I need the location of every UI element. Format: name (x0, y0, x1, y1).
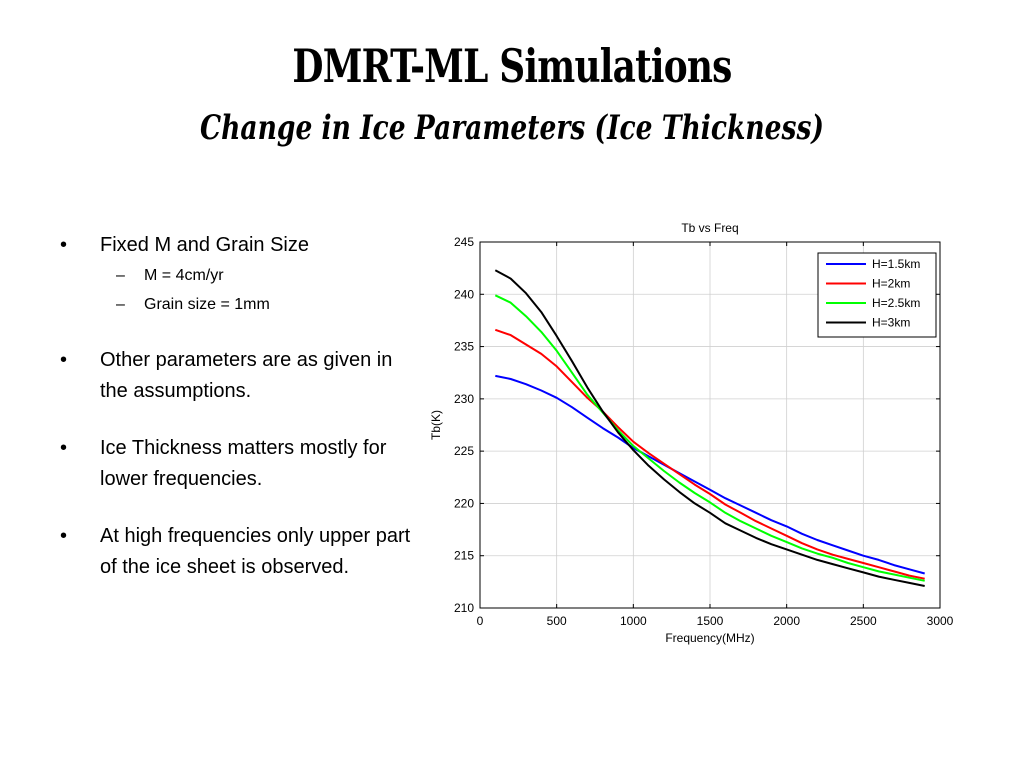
x-tick-label: 0 (477, 614, 484, 628)
dash-glyph: – (116, 296, 125, 313)
dash-glyph: – (116, 267, 125, 284)
slide-subtitle: Change in Ice Parameters (Ice Thickness) (200, 108, 824, 148)
y-tick-label: 235 (454, 340, 474, 354)
x-tick-label: 500 (547, 614, 567, 628)
bullet-item: • Ice Thickness matters mostly for lower… (58, 433, 418, 495)
bullet-item: • Fixed M and Grain Size (58, 230, 418, 261)
bullet-text: Other parameters are as given in the ass… (100, 349, 393, 402)
bullet-list: • Fixed M and Grain Size – M = 4cm/yr – … (58, 230, 418, 583)
bullet-item: • Other parameters are as given in the a… (58, 345, 418, 407)
y-tick-label: 240 (454, 287, 474, 301)
series-line (494, 294, 925, 582)
y-tick-label: 225 (454, 444, 474, 458)
x-tick-label: 3000 (927, 614, 954, 628)
chart-title: Tb vs Freq (681, 221, 738, 235)
x-axis-label: Frequency(MHz) (665, 631, 754, 645)
slide-title: DMRT-ML Simulations (292, 39, 732, 93)
y-tick-label: 215 (454, 549, 474, 563)
x-tick-label: 2000 (773, 614, 800, 628)
sub-bullet-item: – Grain size = 1mm (58, 290, 418, 319)
bullet-text: At high frequencies only upper part of t… (100, 525, 411, 578)
bullet-text: Fixed M and Grain Size (100, 234, 309, 256)
y-tick-label: 220 (454, 496, 474, 510)
legend-label: H=2.5km (872, 296, 920, 310)
y-tick-label: 210 (454, 601, 474, 615)
x-tick-label: 1500 (697, 614, 724, 628)
sub-bullet-text: M = 4cm/yr (144, 267, 224, 284)
bullet-item: • At high frequencies only upper part of… (58, 521, 418, 583)
y-tick-label: 230 (454, 392, 474, 406)
y-axis-label: Tb(K) (429, 410, 443, 440)
bullet-glyph: • (60, 525, 68, 547)
bullet-glyph: • (60, 437, 68, 459)
sub-bullet-text: Grain size = 1mm (144, 296, 270, 313)
x-tick-label: 2500 (850, 614, 877, 628)
legend-label: H=3km (872, 316, 910, 330)
legend-label: H=2km (872, 277, 910, 291)
x-tick-label: 1000 (620, 614, 647, 628)
series-line (494, 269, 925, 587)
y-tick-label: 245 (454, 235, 474, 249)
bullet-text: Ice Thickness matters mostly for lower f… (100, 437, 387, 490)
series-line (494, 328, 925, 580)
sub-bullet-item: – M = 4cm/yr (58, 261, 418, 290)
bullet-glyph: • (60, 234, 68, 256)
legend-label: H=1.5km (872, 257, 920, 271)
series-line (495, 374, 925, 575)
bullet-glyph: • (60, 349, 68, 371)
